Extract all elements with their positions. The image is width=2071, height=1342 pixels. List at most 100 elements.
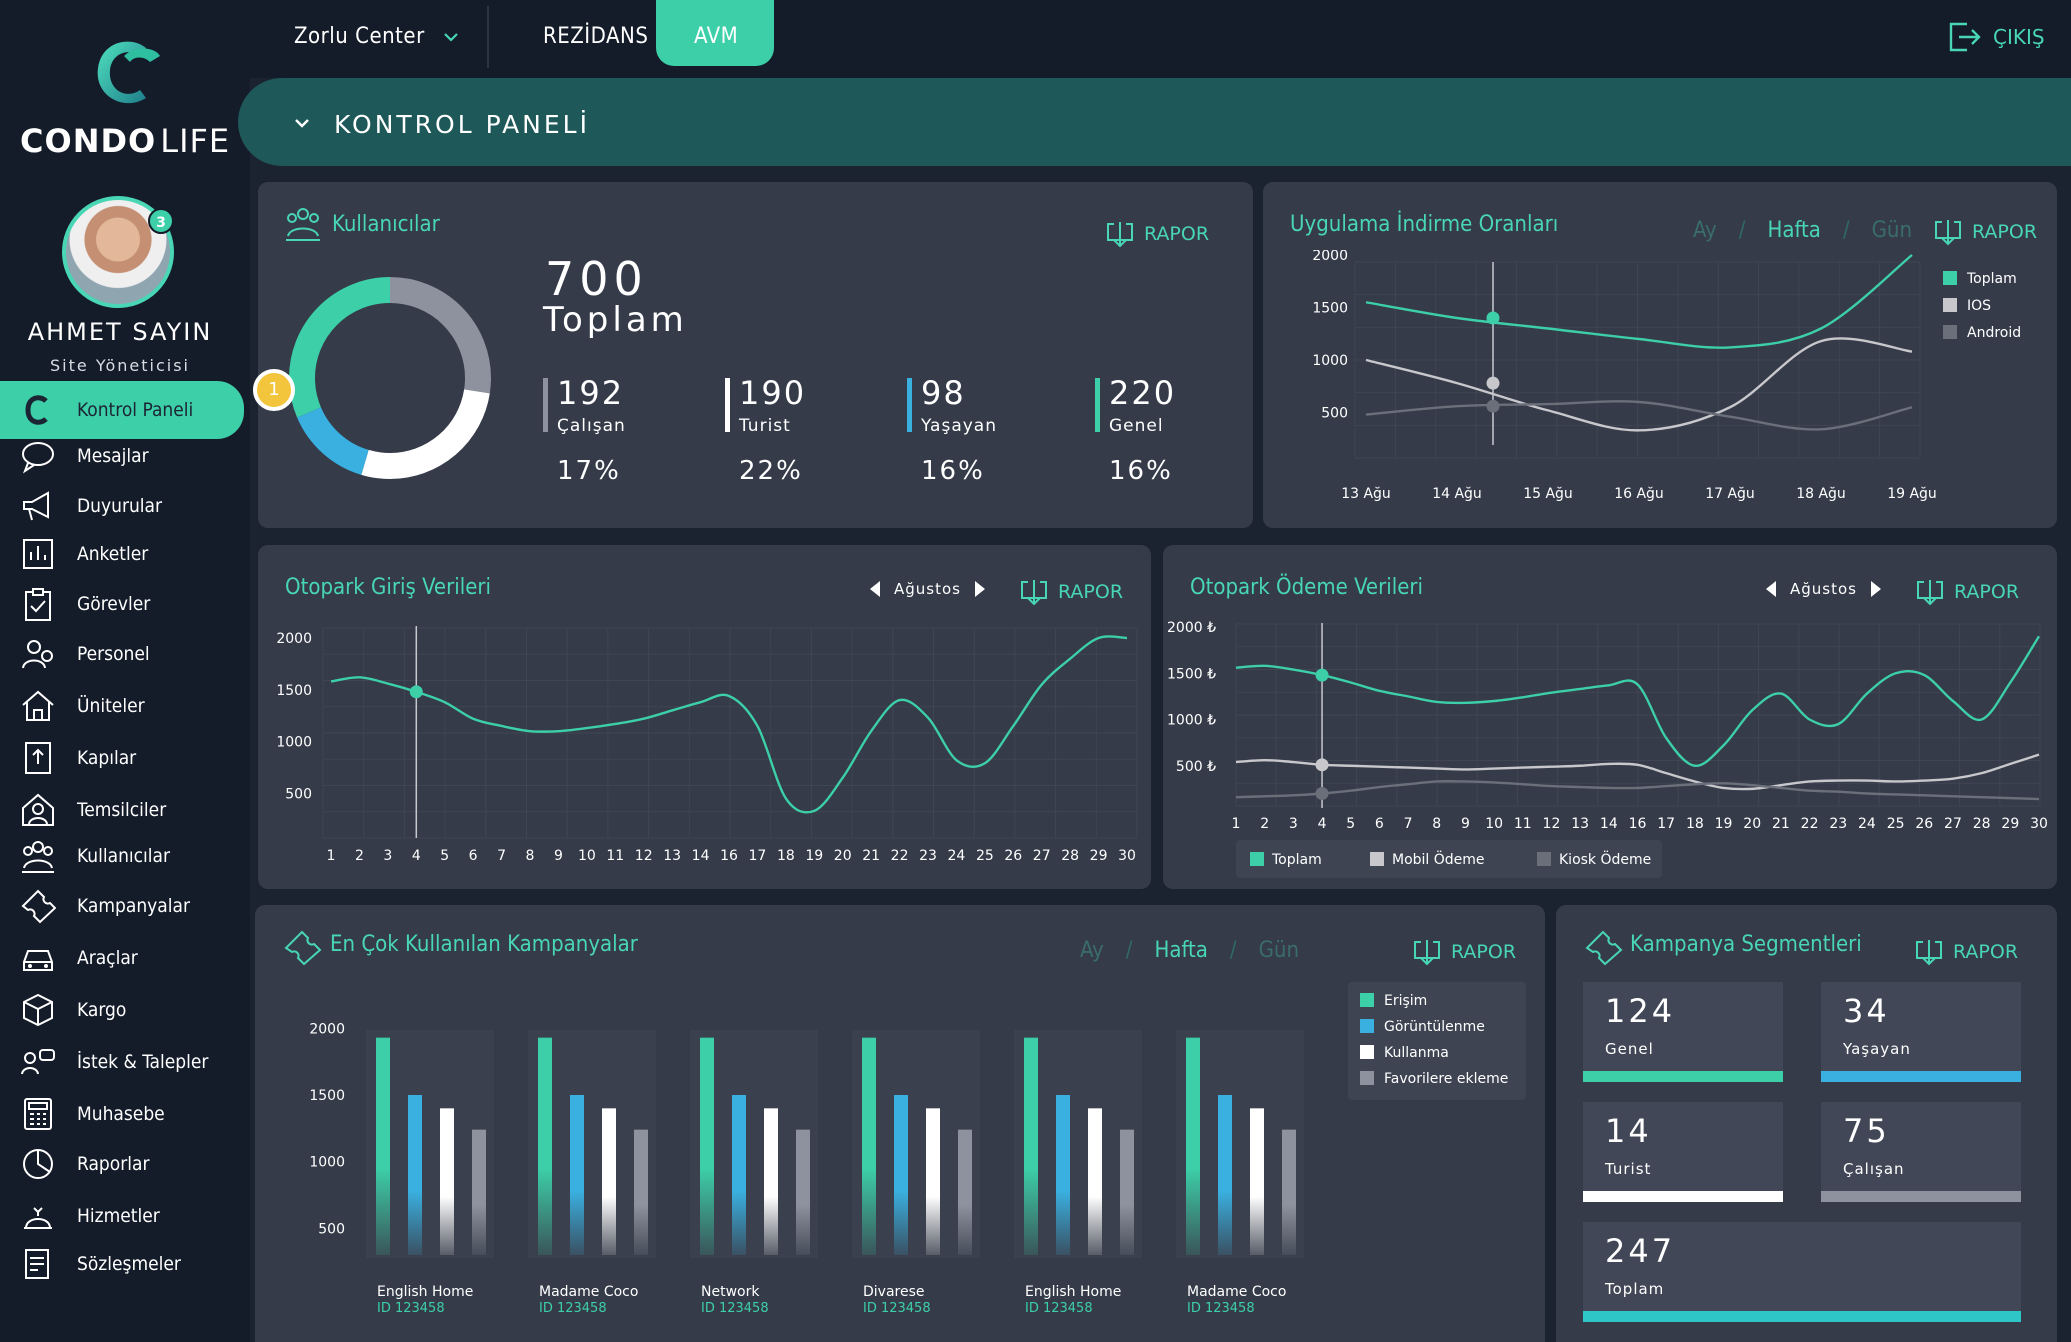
donut-slice[interactable] [289, 277, 491, 479]
crosshair-point[interactable] [1315, 758, 1329, 772]
segment-card[interactable]: 124 Genel [1583, 982, 1783, 1082]
period-sep: / [1125, 938, 1133, 963]
bar[interactable] [862, 1037, 876, 1255]
period-ay[interactable]: Ay [1080, 938, 1104, 963]
bar[interactable] [1056, 1095, 1070, 1255]
sidebar-item-5[interactable]: Görevler [0, 577, 244, 631]
downloads-rapor-button[interactable]: RAPOR [1934, 218, 2037, 246]
period-gun[interactable]: Gün [1258, 938, 1300, 963]
bar[interactable] [602, 1108, 616, 1255]
sidebar-item-18[interactable]: Sözleşmeler [0, 1237, 244, 1291]
period-ay[interactable]: Ay [1693, 218, 1717, 243]
users-rapor-button[interactable]: RAPOR [1106, 220, 1209, 248]
legend-swatch [1370, 852, 1384, 866]
sidebar-item-6[interactable]: Personel [0, 627, 244, 681]
series-line[interactable] [1235, 780, 2040, 801]
bar[interactable] [1250, 1108, 1264, 1255]
prev-month-icon[interactable] [870, 581, 880, 597]
y-tick-label: 2000 [309, 1021, 345, 1037]
bar[interactable] [1186, 1037, 1200, 1255]
crosshair-point[interactable] [1315, 787, 1329, 800]
sidebar-item-label: Kontrol Paneli [77, 399, 194, 421]
bar[interactable] [1282, 1129, 1296, 1255]
bar[interactable] [408, 1095, 422, 1255]
prev-month-icon[interactable] [1766, 581, 1776, 597]
segment-card[interactable]: 34 Yaşayan [1821, 982, 2021, 1082]
bar[interactable] [1218, 1095, 1232, 1255]
segments-rapor-button[interactable]: RAPOR [1915, 938, 2018, 966]
x-tick-label: 15 Ağu [1523, 486, 1573, 502]
bar[interactable] [796, 1129, 810, 1255]
bar[interactable] [538, 1037, 552, 1255]
period-gun[interactable]: Gün [1871, 218, 1913, 243]
sidebar-item-3[interactable]: Duyurular [0, 479, 244, 533]
sidebar-item-11[interactable]: Kampanyalar [0, 879, 244, 933]
segment-card[interactable]: 14 Turist [1583, 1102, 1783, 1202]
sidebar-item-9[interactable]: Temsilciler [0, 783, 244, 837]
x-tick-label: 11 [1514, 816, 1532, 832]
sidebar-item-7[interactable]: Üniteler [0, 679, 244, 733]
parking-payment-rapor-button[interactable]: RAPOR [1916, 578, 2019, 606]
next-month-icon[interactable] [974, 581, 985, 597]
bar[interactable] [700, 1037, 714, 1255]
bar[interactable] [732, 1095, 746, 1255]
sidebar-item-17[interactable]: Hizmetler [0, 1189, 244, 1243]
bar[interactable] [1120, 1129, 1134, 1255]
crosshair-point[interactable] [409, 685, 423, 699]
donut-slice[interactable] [289, 277, 491, 479]
sidebar-item-13[interactable]: Kargo [0, 983, 244, 1037]
donut-marker[interactable]: 1 [253, 369, 295, 411]
bar[interactable] [1024, 1037, 1038, 1255]
sidebar-item-8[interactable]: Kapılar [0, 731, 244, 785]
series-line[interactable] [1365, 400, 1913, 431]
sidebar-item-2[interactable]: Mesajlar [0, 429, 244, 483]
tab-avm[interactable] [656, 0, 774, 66]
sidebar-item-1[interactable]: Kontrol Paneli [0, 381, 244, 439]
stat-color-bar [907, 378, 912, 432]
crosshair-point[interactable] [1486, 311, 1500, 325]
parking-entry-rapor-button[interactable]: RAPOR [1020, 578, 1123, 606]
next-month-icon[interactable] [1870, 581, 1881, 597]
series-line[interactable] [1235, 635, 2041, 767]
crosshair-point[interactable] [1315, 668, 1329, 682]
crosshair-point[interactable] [1486, 399, 1500, 413]
sidebar-item-15[interactable]: Muhasebe [0, 1087, 244, 1141]
campaigns-rapor-button[interactable]: RAPOR [1413, 938, 1516, 966]
collapse-chevron-icon[interactable] [294, 118, 310, 128]
bar[interactable] [894, 1095, 908, 1255]
x-tick-label: 1 [327, 848, 336, 864]
bar[interactable] [570, 1095, 584, 1255]
sidebar-item-4[interactable]: Anketler [0, 527, 244, 581]
tab-rezidans[interactable]: REZİDANS [543, 24, 649, 49]
series-line[interactable] [1365, 337, 1913, 432]
sidebar-item-label: Raporlar [77, 1153, 150, 1175]
sidebar-item-14[interactable]: İstek & Talepler [0, 1035, 244, 1089]
notification-badge[interactable]: 3 [148, 208, 174, 234]
bar[interactable] [376, 1037, 390, 1255]
crosshair-point[interactable] [1486, 376, 1500, 390]
sidebar-item-12[interactable]: Araçlar [0, 931, 244, 985]
bar[interactable] [472, 1129, 486, 1255]
bar[interactable] [958, 1129, 972, 1255]
bar[interactable] [764, 1108, 778, 1255]
logout-button[interactable]: ÇIKIŞ [1947, 20, 2045, 54]
location-select[interactable]: Zorlu Center [294, 24, 459, 49]
sidebar-item-16[interactable]: Raporlar [0, 1137, 244, 1191]
bar[interactable] [926, 1108, 940, 1255]
downloads-line-chart: 500 1000 1500 2000 13 Ağu 14 Ağu 15 Ağu 16 Ağu 1… [1312, 250, 2021, 502]
series-line[interactable] [1365, 254, 1913, 349]
bar[interactable] [440, 1108, 454, 1255]
month-label: Ağustos [894, 580, 961, 598]
segment-card[interactable]: 247 Toplam [1583, 1222, 2021, 1322]
x-tick-label: 29 [1090, 848, 1108, 864]
series-line[interactable] [1235, 753, 2040, 791]
profile[interactable]: 3 AHMET SAYIN Site Yöneticisi [0, 196, 244, 386]
series-line[interactable] [330, 635, 1128, 814]
period-hafta[interactable]: Hafta [1154, 938, 1208, 963]
brand-logo[interactable]: CONDO LIFE [20, 30, 230, 170]
sidebar-item-10[interactable]: Kullanıcılar [0, 829, 244, 883]
bar[interactable] [1088, 1108, 1102, 1255]
segment-card[interactable]: 75 Çalışan [1821, 1102, 2021, 1202]
period-hafta[interactable]: Hafta [1767, 218, 1821, 243]
bar[interactable] [634, 1129, 648, 1255]
